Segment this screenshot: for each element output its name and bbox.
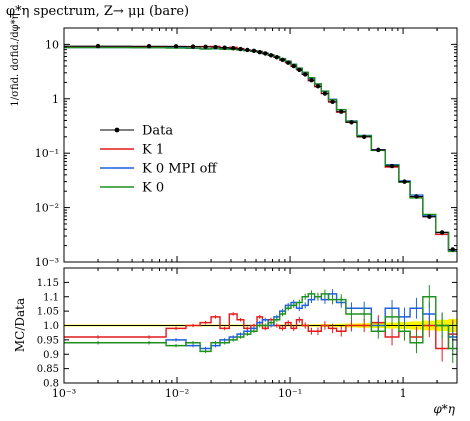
x-tick-label: 10⁻³ <box>52 387 76 400</box>
data-point <box>414 194 419 199</box>
ratio-tick-label: 1.05 <box>37 307 59 318</box>
legend-label: Data <box>142 124 173 139</box>
data-point <box>361 134 367 140</box>
data-point <box>349 120 354 125</box>
data-point <box>238 46 243 52</box>
data-point <box>251 48 257 54</box>
data-point <box>213 44 218 50</box>
axes: 10⁻³ 10⁻² 10⁻¹ 110110⁻¹10⁻²10⁻³0.80.850.90.… <box>10 13 458 416</box>
y-tick-label: 1 <box>52 93 59 106</box>
y-tick-label: 10 <box>45 38 59 51</box>
legend-label: K 0 <box>142 181 164 196</box>
ratio-hist-2 <box>64 293 457 350</box>
x-tick-label: 10⁻² <box>165 387 189 400</box>
ratio-hist-1 <box>64 313 457 350</box>
data-point <box>291 63 296 69</box>
chart-title: φ*η spectrum, Z→ μμ (bare) <box>6 4 190 19</box>
ratio-tick-label: 1.0 <box>43 321 59 332</box>
data-point <box>257 49 262 55</box>
legend-marker <box>114 127 120 133</box>
ratio-tick-label: 0.85 <box>37 364 59 375</box>
ratio-tick-label: 0.95 <box>37 335 59 346</box>
data-point <box>274 55 280 60</box>
ratio-tick-label: 0.9 <box>43 350 59 361</box>
data-point <box>297 67 302 73</box>
ratio-tick-label: 0.8 <box>43 379 59 390</box>
data-point <box>230 46 236 51</box>
data-point <box>439 230 445 235</box>
data-point <box>203 44 208 50</box>
x-tick-label: 1 <box>400 387 407 400</box>
data-point <box>245 47 250 53</box>
data-point <box>280 57 285 63</box>
data-point <box>303 72 308 77</box>
data-point <box>402 179 407 184</box>
data-point <box>389 163 395 169</box>
ratio-tick-label: 1.15 <box>37 278 59 289</box>
data-point <box>222 45 227 50</box>
y-axis-label: 1/σfid. dσfid./dφ*η <box>10 13 21 106</box>
data-point <box>173 44 179 49</box>
data-point <box>315 84 321 89</box>
ratio-hist-3 <box>64 293 457 353</box>
data-point <box>339 109 344 114</box>
main-frame <box>63 27 458 263</box>
data-point <box>268 53 274 58</box>
x-axis-label: φ*η <box>433 402 455 416</box>
main-panel <box>64 43 457 253</box>
data-point <box>95 43 101 49</box>
ratio-panel <box>64 285 457 363</box>
data-point <box>309 77 314 83</box>
x-tick-label: 10⁻¹ <box>278 387 302 400</box>
legend-label: K 0 MPI off <box>142 162 218 177</box>
data-point <box>263 51 268 56</box>
data-point <box>322 91 328 96</box>
data-point <box>190 44 196 49</box>
data-point <box>376 147 381 153</box>
data-point <box>450 247 455 252</box>
data-point <box>146 44 152 49</box>
y-tick-label: 10⁻³ <box>35 256 59 269</box>
ratio-tick-label: 1.1 <box>43 292 59 303</box>
ratio-axis-label: MC/Data <box>13 298 27 352</box>
data-point <box>286 60 291 65</box>
legend: Data K 1 K 0 MPI off K 0 <box>100 124 218 196</box>
legend-label: K 1 <box>142 143 164 158</box>
y-tick-label: 10⁻² <box>35 202 59 215</box>
data-point <box>330 99 335 105</box>
y-tick-label: 10⁻¹ <box>35 147 59 160</box>
data-point <box>427 214 432 219</box>
